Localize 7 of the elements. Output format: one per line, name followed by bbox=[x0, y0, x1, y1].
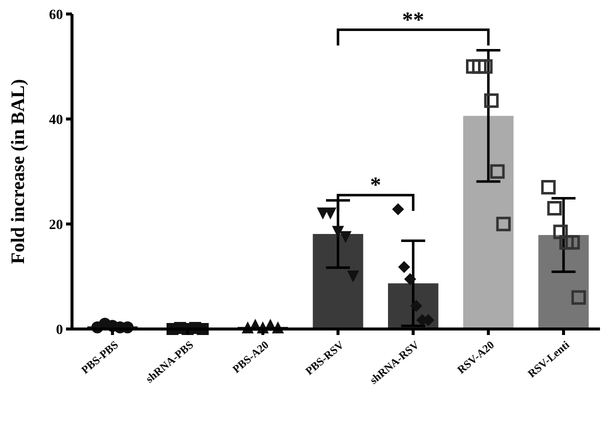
y-axis-title: Fold increase (in BAL) bbox=[8, 79, 29, 264]
y-tick-label: 60 bbox=[49, 8, 63, 23]
y-tick-label: 20 bbox=[49, 218, 63, 233]
annotation: ** bbox=[402, 6, 424, 32]
y-tick-label: 0 bbox=[56, 322, 63, 338]
annotation: * bbox=[370, 172, 382, 198]
y-tick-label: 40 bbox=[49, 112, 63, 128]
